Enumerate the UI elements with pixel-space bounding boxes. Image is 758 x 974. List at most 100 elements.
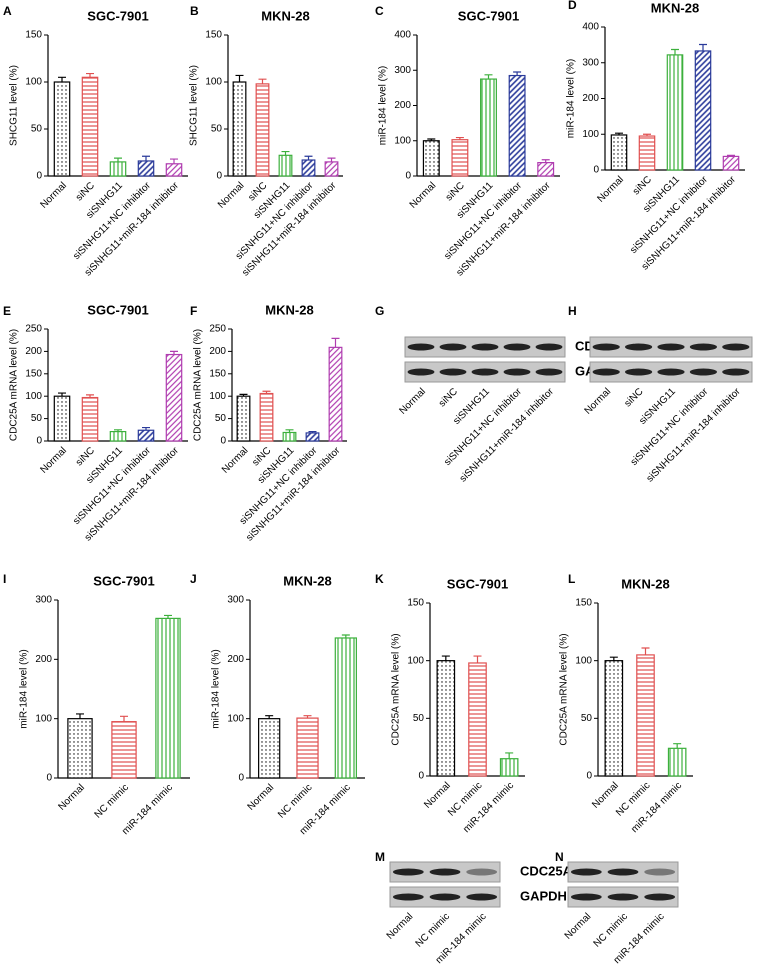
- blot-band: [535, 343, 563, 351]
- y-tick-label: 0: [216, 171, 222, 182]
- error-bar: [120, 715, 128, 722]
- blot-band: [644, 868, 676, 876]
- blot-band: [503, 368, 531, 376]
- blot-band: [607, 893, 639, 901]
- lane-label: NC mimic: [592, 911, 630, 949]
- y-axis-label: CDC25A mRNA level (%): [391, 633, 402, 745]
- x-tick-label: NC mimic: [93, 782, 131, 820]
- y-tick-label: 300: [582, 57, 599, 68]
- panel-letter: M: [375, 850, 385, 864]
- panel-letter: N: [555, 850, 564, 864]
- error-bar: [76, 713, 84, 719]
- x-tick-label: Normal: [595, 174, 626, 205]
- band-label: CDC25A: [520, 863, 573, 878]
- bar: [694, 50, 712, 171]
- error-bar: [615, 132, 623, 135]
- x-tick-label: siNC: [74, 445, 97, 468]
- bar: [81, 396, 99, 442]
- bar: [638, 135, 656, 171]
- bar: [137, 429, 155, 442]
- blot-band: [624, 368, 653, 376]
- blot-band: [429, 893, 461, 901]
- error-bar: [164, 614, 172, 619]
- y-tick-label: 100: [227, 713, 244, 724]
- bar: [137, 160, 155, 177]
- bar: [468, 662, 487, 777]
- bar: [537, 162, 555, 177]
- y-tick-label: 0: [36, 436, 42, 447]
- bar: [610, 134, 628, 171]
- chart-title: SGC-7901: [87, 302, 148, 317]
- y-axis-label: SHCG11 level (%): [189, 65, 200, 146]
- lane-label: Normal: [583, 386, 614, 417]
- error-bar: [609, 656, 618, 661]
- error-bar: [643, 133, 651, 137]
- bar: [334, 637, 357, 779]
- blot-band: [429, 868, 461, 876]
- blot-band: [722, 343, 750, 351]
- bar: [165, 353, 183, 442]
- y-tick-label: 200: [209, 346, 226, 357]
- y-tick-label: 200: [25, 346, 42, 357]
- y-tick-label: 0: [46, 773, 52, 784]
- error-bar: [699, 43, 707, 51]
- blot-band: [535, 368, 563, 376]
- bar: [155, 617, 181, 779]
- error-bar: [331, 337, 340, 348]
- blot-band: [592, 343, 620, 351]
- chart-title: SGC-7901: [87, 8, 148, 23]
- y-tick-label: 150: [575, 598, 592, 609]
- error-bar: [58, 76, 66, 82]
- blot-band: [607, 868, 639, 876]
- panel-letter: L: [568, 572, 575, 586]
- bar: [722, 155, 740, 171]
- y-tick-label: 0: [36, 171, 42, 182]
- error-bar: [641, 647, 650, 655]
- band-label: GAPDH: [520, 888, 567, 903]
- error-bar: [455, 136, 464, 140]
- y-tick-label: 0: [586, 771, 592, 782]
- y-tick-label: 250: [25, 324, 42, 335]
- chart-title: SGC-7901: [447, 576, 508, 591]
- error-bar: [170, 350, 178, 355]
- y-tick-label: 100: [205, 77, 222, 88]
- bar: [296, 717, 319, 779]
- error-bar: [484, 74, 493, 80]
- x-tick-label: Normal: [220, 445, 251, 476]
- blot-band: [570, 893, 602, 901]
- y-tick-label: 200: [582, 93, 599, 104]
- bar: [255, 83, 270, 177]
- y-tick-label: 150: [407, 598, 424, 609]
- x-tick-label: Normal: [38, 445, 69, 476]
- chart-title: MKN-28: [283, 573, 331, 588]
- bar: [109, 430, 127, 442]
- y-tick-label: 100: [575, 655, 592, 666]
- x-tick-label: NC mimic: [276, 782, 314, 820]
- bar: [422, 140, 440, 177]
- chart-title: MKN-28: [651, 0, 699, 15]
- x-tick-label: Normal: [216, 180, 247, 211]
- error-bar: [727, 154, 735, 157]
- bar: [53, 81, 71, 177]
- bar: [436, 660, 456, 777]
- y-tick-label: 150: [209, 368, 226, 379]
- x-tick-label: Normal: [590, 780, 621, 811]
- blot-band: [439, 368, 467, 376]
- y-tick-label: 100: [407, 655, 424, 666]
- chart-title: MKN-28: [265, 302, 313, 317]
- y-tick-label: 150: [25, 368, 42, 379]
- blot-band: [689, 368, 718, 376]
- blot-band: [592, 368, 620, 376]
- x-tick-label: Normal: [408, 180, 439, 211]
- error-bar: [142, 155, 150, 161]
- y-tick-label: 200: [394, 100, 411, 111]
- error-bar: [86, 394, 94, 398]
- panel-letter: G: [375, 304, 384, 318]
- blot-band: [689, 343, 718, 351]
- error-bar: [308, 430, 317, 433]
- error-bar: [513, 71, 522, 76]
- bar: [508, 74, 526, 177]
- bar: [259, 392, 274, 442]
- y-tick-label: 100: [582, 129, 599, 140]
